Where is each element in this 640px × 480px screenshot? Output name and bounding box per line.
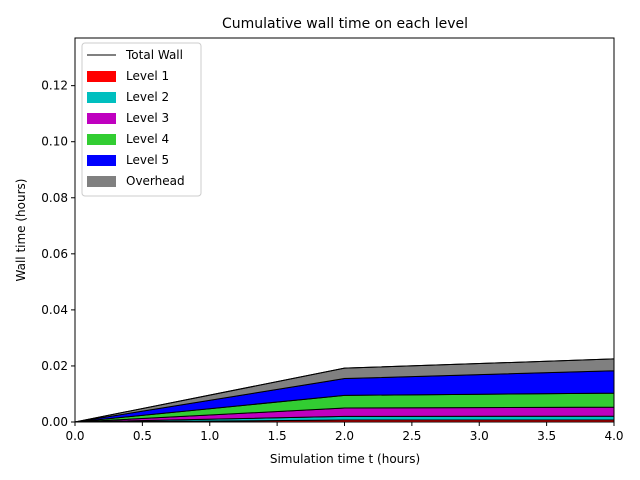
x-tick-label: 2.5 bbox=[402, 429, 421, 443]
x-tick-label: 3.5 bbox=[537, 429, 556, 443]
legend-label: Level 2 bbox=[126, 90, 169, 104]
legend-label: Level 1 bbox=[126, 69, 169, 83]
legend-label: Overhead bbox=[126, 174, 185, 188]
legend-swatch-level-3 bbox=[87, 113, 116, 124]
y-axis-label: Wall time (hours) bbox=[14, 179, 28, 282]
legend-swatch-level-1 bbox=[87, 71, 116, 82]
x-tick-label: 0.5 bbox=[133, 429, 152, 443]
y-tick-label: 0.04 bbox=[41, 303, 68, 317]
legend-label: Level 4 bbox=[126, 132, 169, 146]
y-tick-label: 0.02 bbox=[41, 359, 68, 373]
legend-swatch-level-5 bbox=[87, 155, 116, 166]
x-axis-label: Simulation time t (hours) bbox=[270, 452, 420, 466]
total-wall-line bbox=[74, 358, 615, 423]
y-tick-label: 0.10 bbox=[41, 135, 68, 149]
legend-swatch-level-4 bbox=[87, 134, 116, 145]
x-tick-label: 4.0 bbox=[604, 429, 623, 443]
x-tick-label: 1.0 bbox=[200, 429, 219, 443]
y-tick-label: 0.12 bbox=[41, 79, 68, 93]
x-tick-label: 1.5 bbox=[268, 429, 287, 443]
legend-label: Total Wall bbox=[125, 48, 183, 62]
y-axis: 0.00 0.02 0.04 0.06 0.08 0.10 0.12 bbox=[41, 79, 75, 429]
y-tick-label: 0.08 bbox=[41, 191, 68, 205]
legend: Total Wall Level 1 Level 2 Level 3 Level 4 Le… bbox=[81, 42, 202, 197]
legend-swatch-overhead bbox=[87, 176, 116, 187]
chart-title: Cumulative wall time on each level bbox=[222, 16, 468, 32]
x-tick-label: 3.0 bbox=[470, 429, 489, 443]
y-tick-label: 0.00 bbox=[41, 415, 68, 429]
legend-label: Level 3 bbox=[126, 111, 169, 125]
y-tick-label: 0.06 bbox=[41, 247, 68, 261]
legend-label: Level 5 bbox=[126, 153, 169, 167]
legend-swatch-level-2 bbox=[87, 92, 116, 103]
x-axis: 0.0 0.5 1.0 1.5 2.0 2.5 3.0 3.5 4.0 bbox=[65, 422, 624, 443]
x-tick-label: 2.0 bbox=[335, 429, 354, 443]
x-tick-label: 0.0 bbox=[65, 429, 84, 443]
